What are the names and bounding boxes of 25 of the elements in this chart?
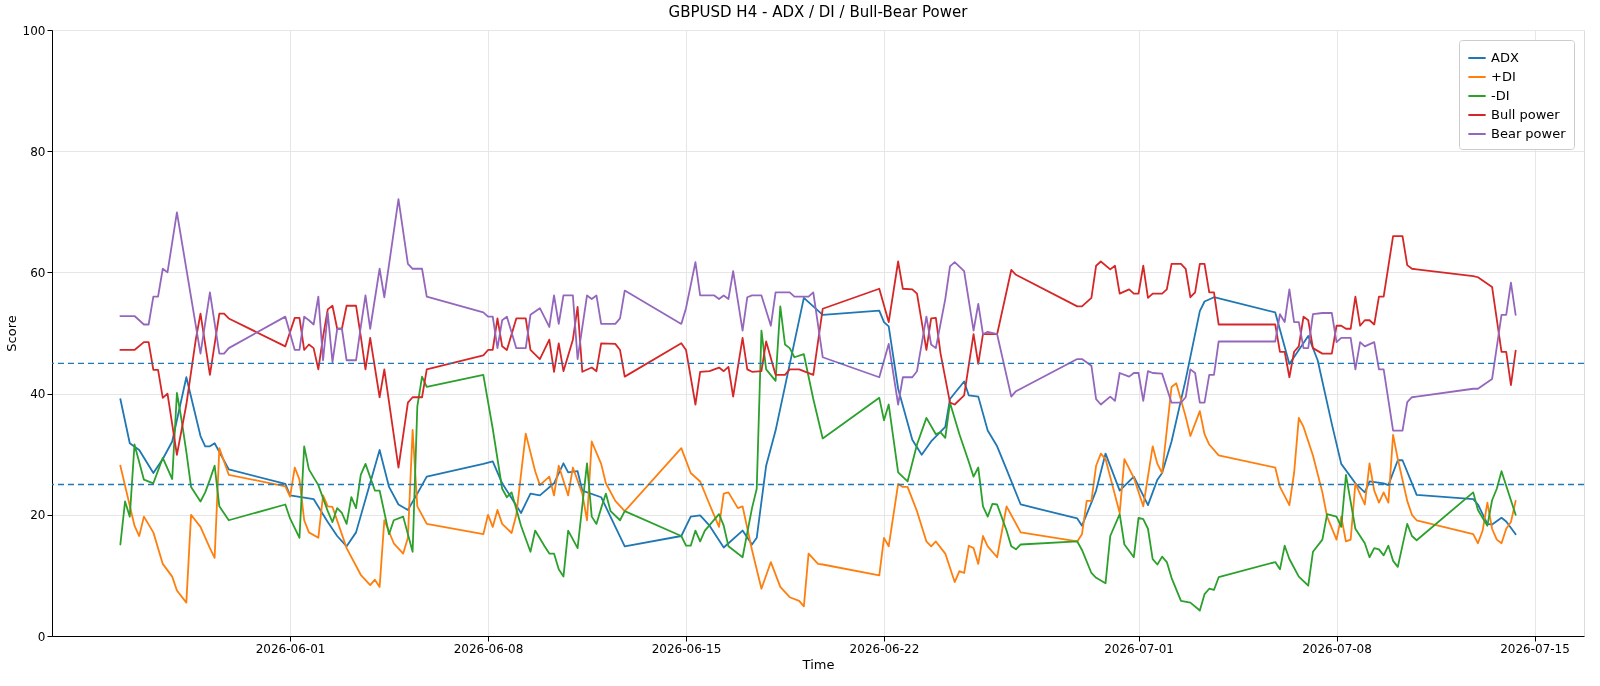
y-tick-label: 40 — [30, 387, 46, 402]
legend-label: +DI — [1491, 69, 1516, 84]
x-tick-label: 2026-07-15 — [1500, 641, 1570, 656]
line-series — [119, 305, 1517, 612]
legend-label: Bull power — [1491, 107, 1561, 122]
x-tick-label: 2026-07-08 — [1302, 641, 1372, 656]
y-tick-label: 80 — [30, 144, 46, 159]
y-tick-label: 0 — [37, 629, 46, 644]
x-tick-label: 2026-06-22 — [849, 641, 920, 656]
x-tick-label: 2026-06-15 — [651, 641, 722, 656]
x-axis-title: Time — [801, 656, 835, 672]
line-series — [119, 382, 1517, 608]
x-tick-label: 2026-06-08 — [453, 641, 524, 656]
y-tick-label: 60 — [30, 265, 46, 280]
line-series — [119, 198, 1517, 432]
legend-label: ADX — [1491, 50, 1519, 65]
y-tick-label: 100 — [22, 23, 46, 38]
x-tick-label: 2026-06-01 — [255, 641, 326, 656]
y-axis-title: Score — [3, 315, 19, 352]
legend-label: -DI — [1491, 88, 1510, 103]
x-tick-label: 2026-07-01 — [1104, 641, 1174, 656]
y-tick-label: 20 — [30, 508, 46, 523]
legend-label: Bear power — [1491, 126, 1567, 141]
line-series — [119, 235, 1517, 469]
chart-title: GBPUSD H4 - ADX / DI / Bull-Bear Power — [668, 3, 969, 21]
